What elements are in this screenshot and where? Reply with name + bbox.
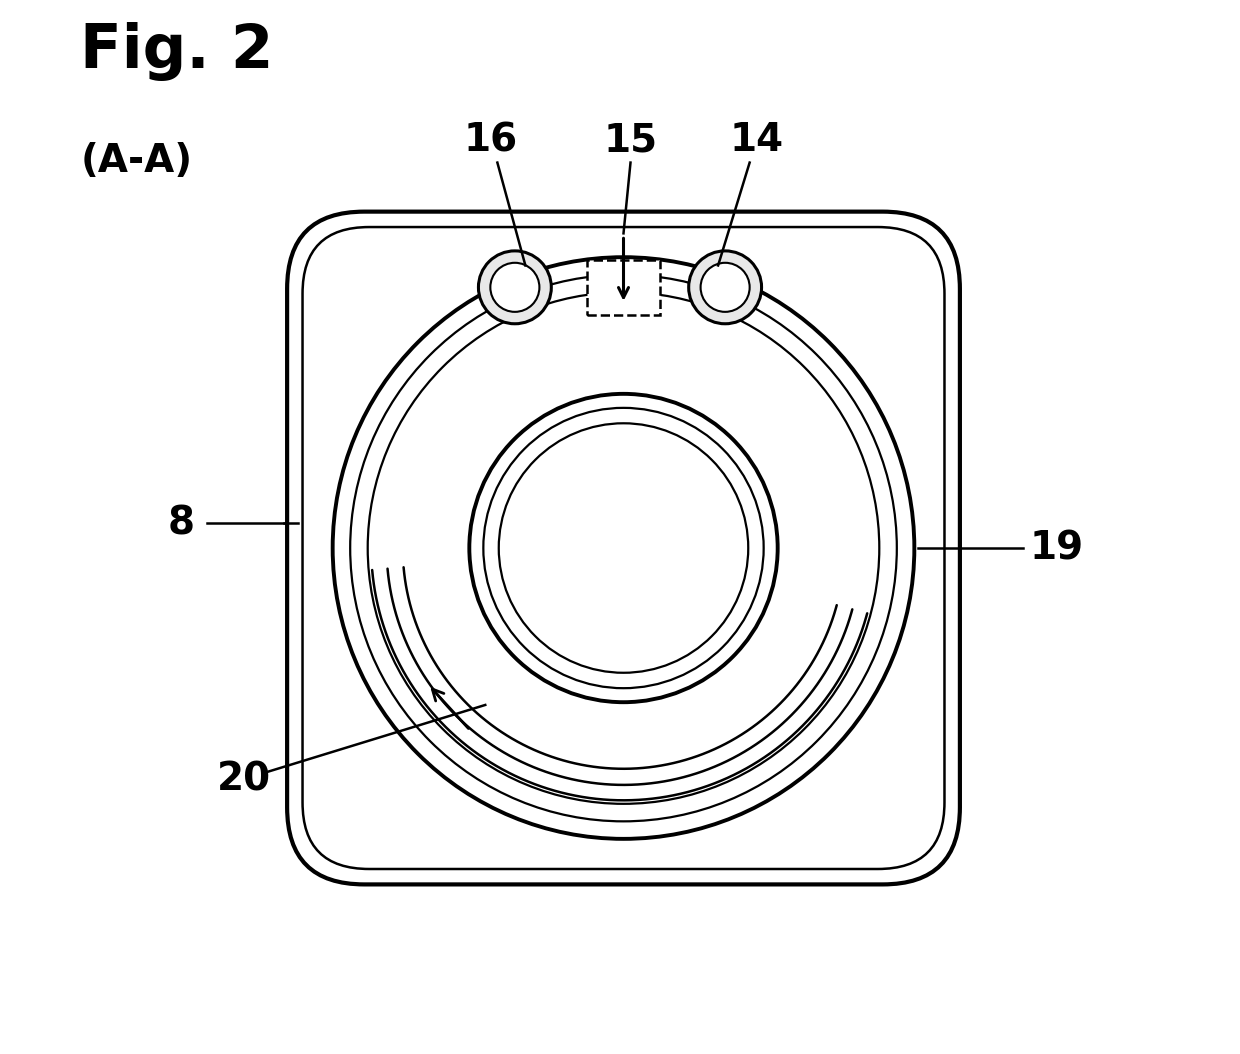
Text: 8: 8 — [167, 505, 195, 543]
Text: (A-A): (A-A) — [81, 141, 192, 179]
Text: 20: 20 — [217, 760, 272, 798]
Text: 16: 16 — [464, 121, 517, 159]
Text: 15: 15 — [604, 121, 657, 159]
Circle shape — [490, 262, 539, 312]
Circle shape — [701, 262, 750, 312]
Text: Fig. 2: Fig. 2 — [81, 22, 274, 81]
Text: 19: 19 — [1030, 529, 1084, 567]
Bar — [587, 260, 660, 315]
Circle shape — [516, 441, 730, 656]
Text: 14: 14 — [729, 121, 784, 159]
Circle shape — [688, 251, 761, 324]
Circle shape — [479, 251, 552, 324]
